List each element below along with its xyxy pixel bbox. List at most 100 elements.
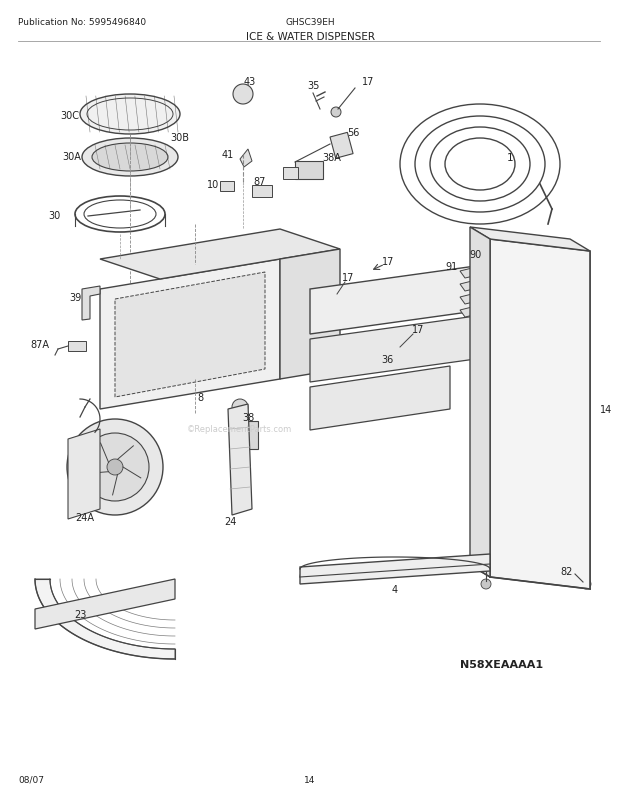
Circle shape	[300, 571, 310, 581]
Text: ©ReplacementParts.com: ©ReplacementParts.com	[187, 425, 293, 434]
Text: 08/07: 08/07	[18, 775, 44, 784]
Circle shape	[325, 300, 335, 310]
Circle shape	[482, 557, 492, 567]
Bar	[252, 186, 272, 198]
Polygon shape	[280, 249, 340, 379]
Circle shape	[571, 293, 579, 301]
Text: 17: 17	[412, 325, 424, 334]
Circle shape	[571, 477, 579, 485]
Circle shape	[400, 295, 410, 305]
Circle shape	[375, 297, 385, 306]
Circle shape	[379, 390, 391, 402]
Text: 24: 24	[224, 516, 236, 526]
Text: 35: 35	[307, 81, 319, 91]
Ellipse shape	[92, 144, 168, 172]
Circle shape	[500, 475, 510, 484]
Text: 43: 43	[244, 77, 256, 87]
Polygon shape	[460, 294, 478, 305]
Ellipse shape	[234, 313, 276, 346]
Polygon shape	[310, 314, 490, 383]
Polygon shape	[240, 150, 252, 168]
Bar	[283, 168, 298, 180]
Circle shape	[571, 448, 579, 456]
Text: 30: 30	[48, 211, 60, 221]
Polygon shape	[490, 240, 590, 589]
Circle shape	[354, 391, 366, 403]
Text: ICE & WATER DISPENSER: ICE & WATER DISPENSER	[246, 32, 374, 42]
Text: 36: 36	[381, 354, 393, 365]
Text: 38A: 38A	[322, 153, 342, 163]
Ellipse shape	[133, 323, 187, 366]
Circle shape	[331, 107, 341, 118]
Text: 23: 23	[74, 610, 86, 619]
Circle shape	[500, 350, 510, 359]
Text: 17: 17	[362, 77, 374, 87]
Bar	[295, 162, 323, 180]
Text: Publication No: 5995496840: Publication No: 5995496840	[18, 18, 146, 27]
Circle shape	[107, 460, 123, 476]
Circle shape	[571, 418, 579, 426]
Circle shape	[425, 294, 435, 304]
Circle shape	[571, 542, 579, 550]
Polygon shape	[460, 269, 478, 278]
Circle shape	[481, 579, 491, 589]
Text: 10: 10	[207, 180, 219, 190]
Text: 30B: 30B	[170, 133, 189, 143]
Text: 82: 82	[561, 566, 573, 577]
Circle shape	[329, 394, 341, 406]
Text: 87: 87	[254, 176, 266, 187]
Text: 1: 1	[507, 153, 513, 163]
Text: 41: 41	[222, 150, 234, 160]
Text: 14: 14	[304, 775, 316, 784]
Circle shape	[416, 347, 424, 355]
Circle shape	[500, 384, 510, 395]
Polygon shape	[68, 429, 100, 520]
Polygon shape	[310, 367, 450, 431]
Bar	[290, 248, 325, 265]
Circle shape	[581, 579, 591, 589]
Circle shape	[326, 350, 334, 358]
Circle shape	[500, 320, 510, 330]
Text: N58XEAAAA1: N58XEAAAA1	[460, 659, 543, 669]
Ellipse shape	[82, 139, 178, 176]
Polygon shape	[228, 404, 252, 516]
Text: 14: 14	[600, 404, 613, 415]
Ellipse shape	[80, 95, 180, 135]
Polygon shape	[470, 228, 490, 577]
Polygon shape	[82, 286, 100, 321]
Circle shape	[350, 298, 360, 308]
Bar	[68, 342, 86, 351]
Circle shape	[356, 350, 364, 358]
Bar	[220, 182, 234, 192]
Text: 17: 17	[382, 257, 394, 267]
Polygon shape	[115, 273, 265, 398]
Text: 17: 17	[342, 273, 354, 282]
Text: 30C: 30C	[60, 111, 79, 121]
Circle shape	[571, 387, 579, 395]
Text: 8: 8	[197, 392, 203, 403]
Circle shape	[571, 322, 579, 330]
Circle shape	[386, 348, 394, 356]
Polygon shape	[35, 579, 175, 630]
Circle shape	[500, 415, 510, 424]
Text: 30A: 30A	[62, 152, 81, 162]
Polygon shape	[460, 282, 478, 292]
Text: 39: 39	[69, 293, 81, 302]
Text: GHSC39EH: GHSC39EH	[285, 18, 335, 27]
Text: 91: 91	[446, 261, 458, 272]
Text: 38: 38	[242, 412, 254, 423]
Polygon shape	[460, 308, 478, 318]
Circle shape	[232, 399, 248, 415]
Circle shape	[571, 508, 579, 516]
Polygon shape	[100, 260, 280, 410]
Circle shape	[571, 263, 579, 270]
Circle shape	[571, 353, 579, 361]
Polygon shape	[470, 228, 590, 252]
Circle shape	[81, 433, 149, 501]
Circle shape	[500, 444, 510, 455]
Text: 87A: 87A	[30, 339, 50, 350]
Text: 90: 90	[469, 249, 481, 260]
Text: 4: 4	[392, 585, 398, 594]
Circle shape	[233, 85, 253, 105]
Circle shape	[500, 260, 510, 269]
